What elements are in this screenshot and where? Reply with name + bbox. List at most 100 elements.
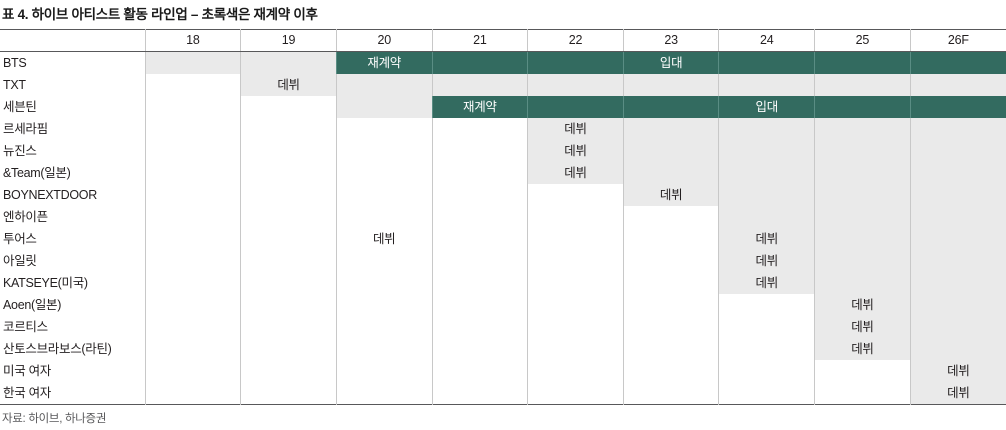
page-title: 표 4. 하이브 아티스트 활동 라인업 – 초록색은 재계약 이후 xyxy=(2,7,318,22)
cell-23-11 xyxy=(622,272,719,294)
cell-20-1: 재계약 xyxy=(335,51,433,74)
cell-22-8 xyxy=(527,206,624,228)
cell-24-6 xyxy=(718,162,815,184)
cell-18-16 xyxy=(144,382,241,405)
cell-26F-9 xyxy=(909,228,1006,250)
cell-25-3 xyxy=(814,96,911,118)
artist-name-cell: 산토스브라보스(라틴) xyxy=(3,342,112,356)
cell-26F-4 xyxy=(909,118,1006,140)
cell-25-4 xyxy=(814,118,911,140)
cell-24-1 xyxy=(718,51,815,74)
cell-18-9 xyxy=(144,228,241,250)
cell-21-10 xyxy=(431,250,528,272)
table-row: 르세라핌 데뷔 데뷔 xyxy=(0,118,1006,360)
artist-name-cell: &Team(일본) xyxy=(3,166,71,180)
cell-24-16 xyxy=(718,382,815,405)
cell-23-1: 입대 xyxy=(622,51,719,74)
cell-22-10 xyxy=(527,250,624,272)
cell-21-2 xyxy=(431,74,528,96)
cell-22-6: 데뷔 xyxy=(527,162,624,184)
cell-24-10: 데뷔 xyxy=(718,250,815,272)
cell-18-7 xyxy=(144,184,241,206)
cell-18-3 xyxy=(144,96,241,118)
cell-22-13 xyxy=(527,316,624,338)
cell-21-7 xyxy=(431,184,528,206)
cell-22-15 xyxy=(527,360,624,382)
table-row: BOYNEXTDOOR 데뷔 xyxy=(0,184,1006,206)
cell-21-8 xyxy=(431,206,528,228)
cell-21-15 xyxy=(431,360,528,382)
cell-19-9 xyxy=(240,228,337,250)
table-row: 한국 여자 데뷔 xyxy=(0,382,1006,405)
cell-26F-6 xyxy=(909,162,1006,184)
cell-19-16 xyxy=(240,382,337,405)
table-row: 코르티스 데뷔 xyxy=(0,316,1006,338)
cell-18-8 xyxy=(144,206,241,228)
table-header: 18 19 20 21 22 23 24 25 26F xyxy=(0,29,1006,52)
cell-23-9 xyxy=(622,228,719,250)
cell-18-4 xyxy=(144,118,241,140)
cell-26F-10 xyxy=(909,250,1006,272)
header-year-26f: 26F xyxy=(909,29,1006,52)
table-row: 세븐틴 재계약 입대 xyxy=(0,96,1006,118)
cell-22-3 xyxy=(527,96,624,118)
cell-18-1 xyxy=(144,51,241,74)
cell-25-1 xyxy=(814,51,911,74)
cell-23-14 xyxy=(622,338,719,360)
cell-25-2 xyxy=(814,74,911,96)
artist-name-cell: 미국 여자 xyxy=(3,364,51,378)
header-year-22: 22 xyxy=(527,29,624,52)
cell-26F-13 xyxy=(909,316,1006,338)
table-row: KATSEYE(미국) 데뷔 xyxy=(0,272,1006,294)
artist-name-cell: 한국 여자 xyxy=(3,386,51,400)
cell-19-12 xyxy=(240,294,337,316)
cell-19-14 xyxy=(240,338,337,360)
artist-lineup-table: 18 19 20 21 22 23 24 25 26F BTS 재계약 입대 TXT 데… xyxy=(0,29,1006,405)
cell-24-3: 입대 xyxy=(718,96,815,118)
cell-18-11 xyxy=(144,272,241,294)
artist-name-cell: 르세라핌 xyxy=(3,122,48,136)
artist-name-cell: TXT xyxy=(3,78,26,92)
cell-23-13 xyxy=(622,316,719,338)
cell-25-10 xyxy=(814,250,911,272)
artist-name-cell: 뉴진스 xyxy=(3,144,37,158)
cell-24-4 xyxy=(718,118,815,140)
cell-21-12 xyxy=(431,294,528,316)
cell-21-9 xyxy=(431,228,528,250)
cell-26F-2 xyxy=(909,74,1006,96)
cell-22-5: 데뷔 xyxy=(527,140,624,162)
cell-19-8 xyxy=(240,206,337,228)
cell-24-12 xyxy=(718,294,815,316)
cell-22-2 xyxy=(527,74,624,96)
cell-26F-16: 데뷔 xyxy=(909,382,1006,405)
cell-23-7: 데뷔 xyxy=(622,184,719,206)
cell-24-2 xyxy=(718,74,815,96)
cell-22-12 xyxy=(527,294,624,316)
cell-18-10 xyxy=(144,250,241,272)
cell-19-4 xyxy=(240,118,337,140)
source-note: 자료: 하이브, 하나증권 xyxy=(2,413,107,425)
cell-18-13 xyxy=(144,316,241,338)
table-row: 미국 여자 데뷔 xyxy=(0,360,1006,382)
cell-25-5 xyxy=(814,140,911,162)
cell-21-16 xyxy=(431,382,528,405)
cell-20-15 xyxy=(335,360,433,382)
artist-name-cell: KATSEYE(미국) xyxy=(3,276,88,290)
cell-19-6 xyxy=(240,162,337,184)
table-row: 엔하이픈 xyxy=(0,206,1006,228)
cell-23-4 xyxy=(622,118,719,140)
cell-19-3 xyxy=(240,96,337,118)
cell-25-7 xyxy=(814,184,911,206)
cell-26F-15: 데뷔 xyxy=(909,360,1006,382)
cell-20-2 xyxy=(335,74,433,96)
cell-18-5 xyxy=(144,140,241,162)
cell-23-3 xyxy=(622,96,719,118)
cell-21-13 xyxy=(431,316,528,338)
cell-25-11 xyxy=(814,272,911,294)
header-artist-column xyxy=(0,29,146,52)
header-year-25: 25 xyxy=(814,29,911,52)
cell-19-5 xyxy=(240,140,337,162)
cell-21-6 xyxy=(431,162,528,184)
cell-21-3: 재계약 xyxy=(431,96,528,118)
